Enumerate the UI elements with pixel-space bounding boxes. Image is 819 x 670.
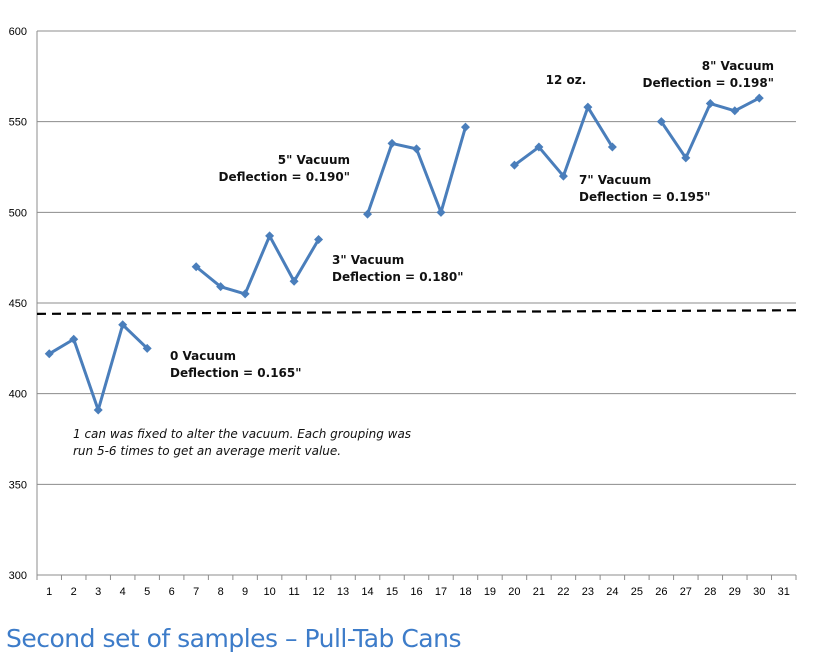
x-tick-label: 19 (484, 586, 496, 598)
x-tick-label: 1 (46, 586, 52, 598)
x-tick-label: 18 (459, 586, 471, 598)
chart-annotation: 0 Vacuum (170, 349, 236, 363)
x-tick-label: 13 (337, 586, 349, 598)
x-tick-label: 27 (680, 586, 692, 598)
data-point-marker (216, 282, 226, 292)
data-point-marker (656, 117, 666, 127)
x-tick-label: 25 (631, 586, 643, 598)
x-tick-label: 15 (386, 586, 398, 598)
data-point-marker (240, 289, 250, 299)
x-tick-label: 29 (729, 586, 741, 598)
chart-title: Second set of samples – Pull-Tab Cans (6, 624, 461, 653)
data-point-marker (142, 343, 152, 353)
x-tick-label: 31 (778, 586, 790, 598)
x-tick-label: 7 (193, 586, 199, 598)
chart-annotation: 1 can was fixed to alter the vacuum. Eac… (73, 427, 411, 441)
chart-annotation: Deflection = 0.190" (218, 170, 350, 184)
data-point-marker (754, 93, 764, 103)
x-tick-label: 22 (557, 586, 569, 598)
chart-annotation: 7" Vacuum (579, 173, 651, 187)
data-point-marker (436, 207, 446, 217)
chart-annotation: 5" Vacuum (278, 153, 350, 167)
y-tick-label: 600 (9, 26, 27, 38)
data-point-marker (534, 142, 544, 152)
data-point-marker (69, 334, 79, 344)
x-tick-label: 21 (533, 586, 545, 598)
x-tick-label: 9 (242, 586, 248, 598)
data-point-marker (460, 122, 470, 132)
x-tick-label: 14 (361, 586, 373, 598)
chart-annotation: 3" Vacuum (332, 253, 404, 267)
data-point-marker (387, 138, 397, 148)
x-tick-label: 8 (218, 586, 224, 598)
x-tick-label: 11 (288, 586, 299, 598)
data-point-marker (44, 349, 54, 359)
y-tick-label: 400 (9, 389, 27, 401)
chart-annotation: Deflection = 0.180" (332, 270, 464, 284)
data-point-marker (730, 106, 740, 116)
series-line (513, 105, 614, 178)
data-point-marker (118, 320, 128, 330)
x-tick-label: 16 (410, 586, 422, 598)
x-tick-label: 24 (606, 586, 618, 598)
data-point-marker (191, 262, 201, 272)
data-point-marker (558, 171, 568, 181)
data-point-marker (363, 209, 373, 219)
x-tick-label: 12 (312, 586, 324, 598)
data-point-marker (705, 99, 715, 109)
chart-annotation: Deflection = 0.195" (579, 190, 711, 204)
y-tick-label: 350 (9, 479, 27, 491)
x-tick-label: 28 (704, 586, 716, 598)
x-tick-label: 30 (753, 586, 765, 598)
x-tick-label: 17 (435, 586, 447, 598)
y-tick-label: 300 (9, 570, 27, 582)
data-point-marker (265, 231, 275, 241)
data-point-marker (93, 405, 103, 415)
series-line (48, 323, 149, 412)
data-point-marker (583, 102, 593, 112)
x-tick-label: 20 (508, 586, 520, 598)
chart-annotation: 12 oz. (546, 73, 587, 87)
reference-line (36, 309, 797, 315)
x-tick-label: 3 (95, 586, 101, 598)
data-point-marker (509, 160, 519, 170)
series-line (366, 126, 467, 215)
data-point-marker (314, 235, 324, 245)
x-tick-label: 2 (71, 586, 77, 598)
x-tick-label: 23 (582, 586, 594, 598)
y-tick-label: 450 (9, 298, 27, 310)
data-point-marker (607, 142, 617, 152)
y-tick-label: 500 (9, 207, 27, 219)
x-tick-label: 10 (263, 586, 275, 598)
x-tick-label: 26 (655, 586, 667, 598)
chart-annotation: run 5-6 times to get an average merit va… (73, 444, 341, 458)
data-point-marker (412, 144, 421, 154)
x-tick-label: 4 (120, 586, 126, 598)
x-tick-label: 6 (169, 586, 175, 598)
data-point-marker (289, 276, 299, 286)
chart-annotation: Deflection = 0.165" (170, 366, 302, 380)
chart-annotation: Deflection = 0.198" (642, 76, 774, 90)
y-tick-label: 550 (9, 117, 27, 129)
series-line (195, 234, 320, 296)
chart-annotation: 8" Vacuum (702, 59, 774, 73)
x-tick-label: 5 (144, 586, 150, 598)
data-point-marker (681, 153, 691, 163)
